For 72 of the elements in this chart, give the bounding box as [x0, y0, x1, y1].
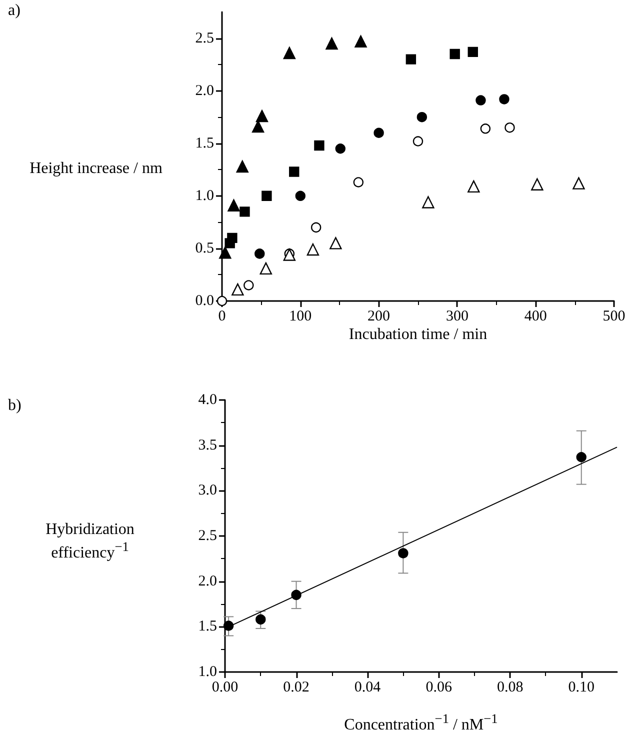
point	[406, 54, 416, 64]
point	[262, 190, 272, 202]
point	[353, 177, 364, 188]
point	[295, 190, 306, 202]
point	[576, 452, 586, 462]
x-tick-label: 100	[289, 308, 312, 324]
point	[398, 548, 408, 558]
y-tick-label: 2.0	[195, 82, 214, 99]
point	[256, 614, 266, 625]
point	[335, 144, 346, 154]
y-tick-label: 0.0	[195, 293, 214, 309]
point	[240, 206, 250, 217]
point	[476, 95, 486, 106]
point	[227, 232, 238, 244]
point	[254, 248, 265, 259]
point	[531, 178, 544, 190]
y-tick-label: 1.0	[198, 664, 217, 680]
point	[374, 128, 384, 138]
x-tick-label: 400	[524, 308, 547, 324]
point	[236, 160, 248, 173]
point	[310, 222, 322, 233]
point	[354, 35, 367, 48]
point	[480, 124, 491, 134]
y-tick-label: 2.5	[198, 528, 217, 544]
point	[314, 140, 324, 151]
point	[422, 196, 434, 208]
y-tick-label: 3.0	[198, 482, 217, 499]
point	[450, 48, 460, 60]
point	[468, 180, 480, 193]
x-tick-label: 300	[446, 308, 468, 324]
point	[223, 620, 234, 631]
point	[330, 237, 342, 250]
point	[416, 112, 428, 122]
x-tick-label: 200	[368, 308, 390, 324]
x-tick-label: 0.10	[568, 680, 594, 696]
y-tick-label: 1.5	[195, 135, 214, 152]
point	[291, 590, 302, 600]
y-tick-label: 1.5	[198, 618, 217, 635]
point	[412, 136, 424, 146]
point	[260, 262, 272, 275]
y-tick-label: 3.5	[198, 437, 217, 454]
y-axis-title: Height increase / nm	[28, 160, 164, 178]
point	[504, 122, 515, 133]
y-tick-label: 4.0	[198, 392, 217, 408]
point	[219, 246, 232, 259]
x-axis-title: Concentration$^{−1}$ / nM$^{−1}$	[343, 711, 499, 734]
y-tick-label: 0.5	[195, 240, 214, 256]
x-tick-label: 500	[602, 308, 626, 324]
point	[572, 177, 585, 190]
x-tick-label: 0.06	[426, 680, 452, 696]
x-tick-label: 0.00	[212, 680, 238, 696]
text: b)	[8, 397, 22, 415]
x-tick-label: 0.08	[496, 680, 524, 696]
y-tick-label: 1.0	[195, 188, 214, 204]
x-tick-label: 0	[218, 308, 226, 324]
point	[283, 46, 296, 60]
point	[256, 110, 268, 122]
point	[499, 94, 510, 104]
point	[228, 199, 240, 212]
text: a)	[8, 2, 20, 20]
point	[232, 283, 244, 296]
point	[289, 166, 300, 177]
point	[468, 46, 478, 58]
point	[326, 37, 338, 50]
x-tick-label: 0.04	[354, 680, 382, 696]
x-axis-title: Incubation time / min	[348, 326, 488, 344]
y-tick-label: 2.5	[195, 30, 214, 46]
y-tick-label: 2.0	[198, 573, 217, 590]
x-tick-label: 0.02	[283, 680, 310, 696]
y-axis-title: Hybridization efficiency$^{−1}$	[44, 521, 136, 562]
point	[306, 243, 320, 256]
point	[244, 280, 254, 290]
